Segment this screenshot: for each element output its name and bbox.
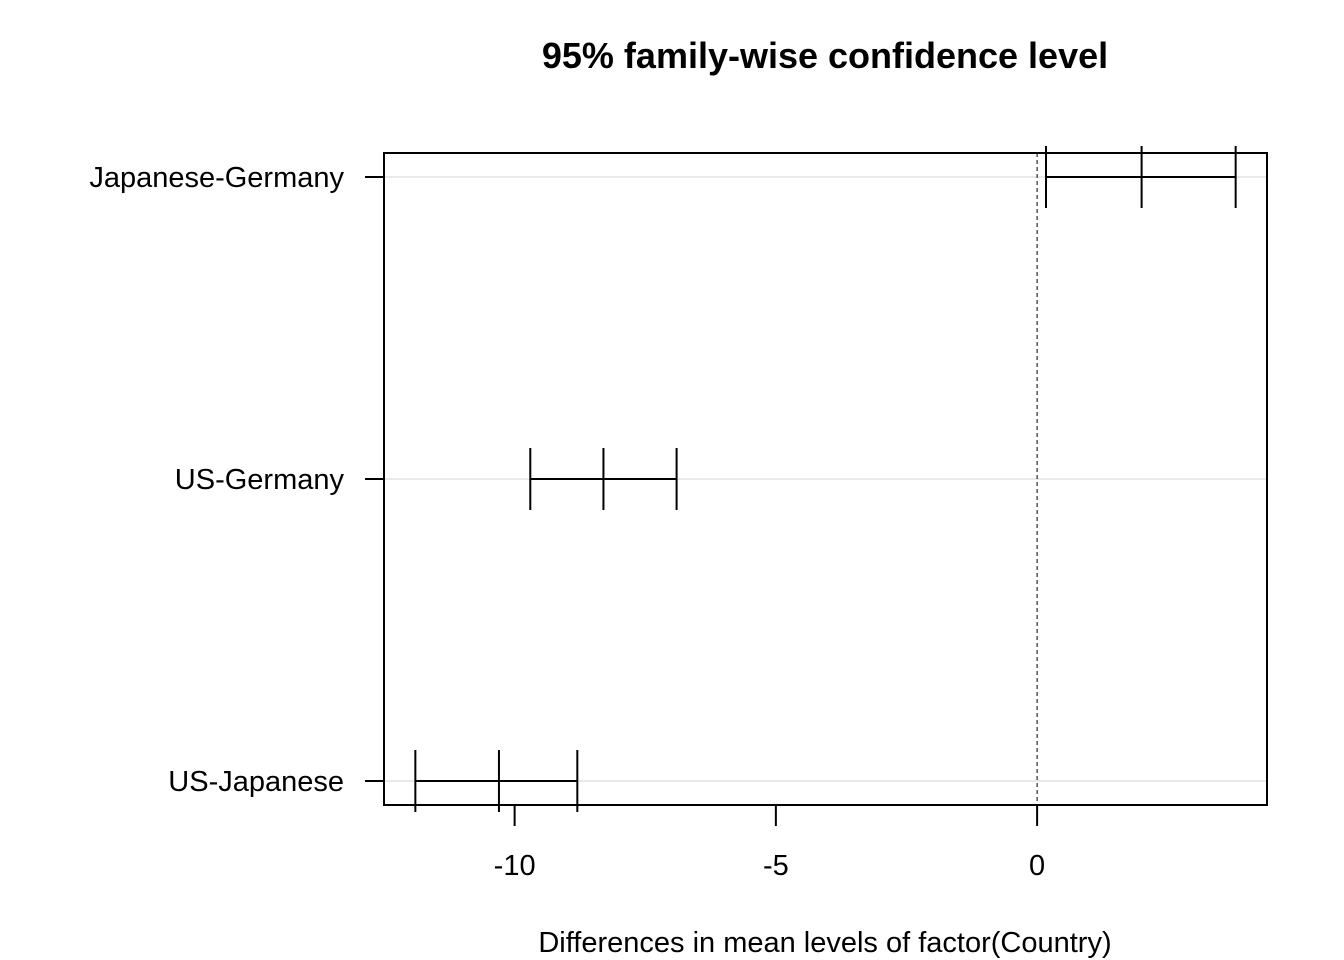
x-axis-label: Differences in mean levels of factor(Cou… [538, 927, 1111, 959]
y-tick-label: US-Japanese [168, 766, 344, 798]
grid-lines [384, 176, 1267, 782]
chart-title: 95% family-wise confidence level [542, 35, 1108, 76]
y-tick-label: Japanese-Germany [89, 162, 344, 194]
y-axis: Japanese-Germany US-Germany US-Japanese [89, 162, 384, 798]
x-tick-label: 0 [1029, 850, 1045, 882]
y-tick-label: US-Germany [175, 464, 345, 496]
x-tick-label: -5 [763, 850, 789, 882]
x-axis: -10 -5 0 [494, 805, 1045, 882]
confidence-intervals [414, 146, 1237, 812]
x-tick-label: -10 [494, 850, 536, 882]
